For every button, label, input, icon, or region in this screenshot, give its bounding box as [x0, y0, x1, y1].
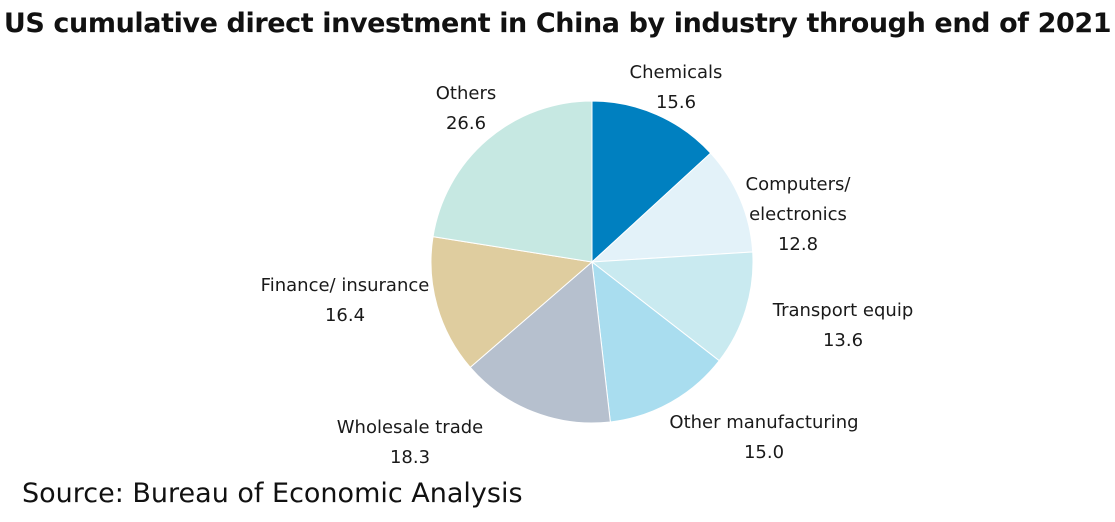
slice-label-finance-insurance: Finance/ insurance 16.4	[261, 275, 430, 326]
slice-value-finance-insurance: 16.4	[325, 305, 365, 326]
slice-label-computers-electronics: Computers/electronics 12.8	[746, 174, 852, 255]
slice-label-transport-equip: Transport equip 13.6	[772, 300, 914, 351]
slice-label-others: Others 26.6	[436, 83, 497, 134]
chart-title: US cumulative direct investment in China…	[3, 8, 1112, 39]
pie-slice-other-manufacturing	[591, 260, 720, 423]
slice-label-wholesale-trade: Wholesale trade 18.3	[337, 417, 484, 468]
pie-slice-chemicals	[591, 100, 712, 264]
slice-value-others: 26.6	[446, 113, 486, 134]
pie-slice-wholesale-trade	[469, 261, 611, 424]
pie-slice-finance-insurance	[430, 236, 594, 369]
pie-slice-others	[432, 100, 593, 263]
slice-value-computers-electronics: 12.8	[778, 234, 818, 255]
pie-slice-transport-equip	[590, 251, 754, 362]
slice-value-other-manufacturing: 15.0	[744, 442, 784, 463]
slice-label-other-manufacturing: Other manufacturing 15.0	[669, 412, 858, 463]
slice-value-transport-equip: 13.6	[823, 330, 863, 351]
slice-value-chemicals: 15.6	[656, 92, 696, 113]
slice-label-chemicals: Chemicals 15.6	[630, 62, 723, 113]
pie-slices	[430, 100, 754, 424]
slice-labels: Chemicals 15.6 Computers/electronics 12.8 Tr…	[261, 62, 914, 468]
pie-slice-computers-electronics	[590, 152, 754, 263]
source-note: Source: Bureau of Economic Analysis	[22, 478, 523, 509]
slice-value-wholesale-trade: 18.3	[390, 447, 430, 468]
